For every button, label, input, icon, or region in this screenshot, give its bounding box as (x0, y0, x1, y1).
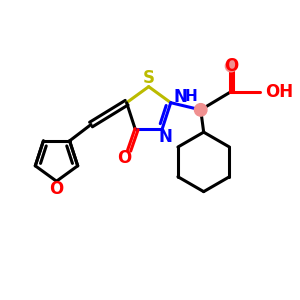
Text: S: S (143, 69, 155, 87)
Text: H: H (185, 89, 197, 104)
Text: O: O (118, 149, 132, 167)
Circle shape (225, 61, 237, 72)
Text: O: O (50, 180, 64, 198)
Text: N: N (173, 88, 187, 106)
Text: OH: OH (266, 83, 294, 101)
Text: O: O (224, 57, 238, 75)
Circle shape (194, 103, 207, 116)
Text: N: N (158, 128, 172, 146)
